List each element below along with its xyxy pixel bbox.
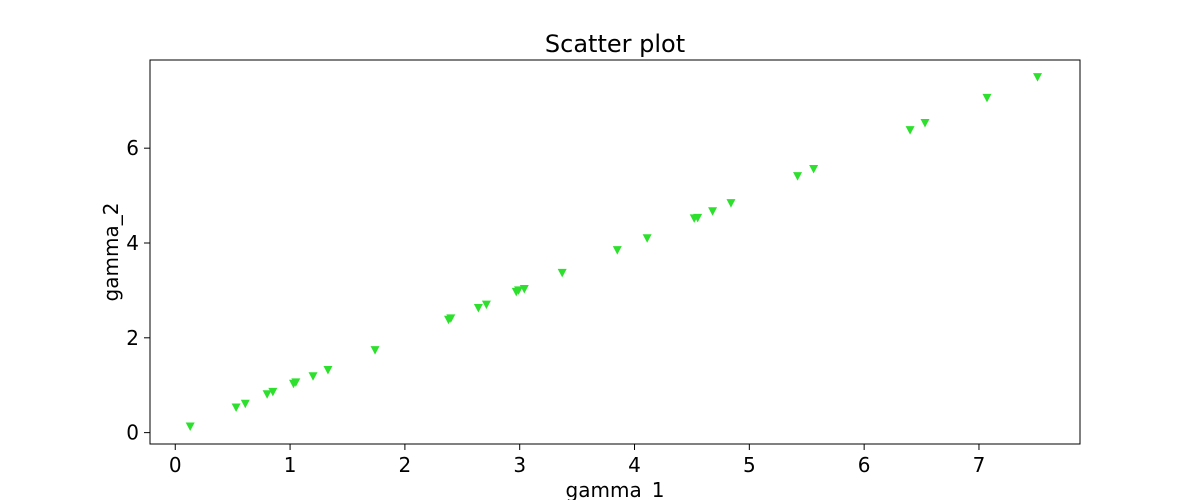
scatter-point [557, 268, 567, 278]
scatter-point [726, 199, 736, 208]
x-axis-label: gamma_1 [566, 478, 665, 500]
scatter-point [268, 387, 278, 397]
scatter-point [240, 399, 250, 409]
x-tick-label: 2 [399, 453, 412, 477]
x-tick-label: 7 [973, 453, 986, 477]
scatter-point [308, 372, 318, 381]
x-tick-label: 4 [628, 453, 641, 477]
scatter-point [920, 119, 930, 128]
chart-title: Scatter plot [545, 30, 685, 58]
scatter-point [905, 126, 915, 135]
x-axis: 0 1 2 3 4 5 6 7 [169, 444, 985, 477]
x-tick-label: 6 [858, 453, 871, 477]
y-axis: 0 2 4 6 [126, 136, 150, 445]
y-tick-label: 6 [126, 136, 139, 160]
scatter-point [693, 213, 703, 223]
x-tick-label: 3 [513, 453, 526, 477]
scatter-point [446, 314, 456, 323]
scatter-point [231, 403, 241, 412]
y-tick-label: 4 [126, 231, 139, 255]
scatter-point [708, 207, 718, 216]
scatter-point [473, 303, 483, 313]
scatter-point [514, 286, 524, 295]
scatter-point [481, 300, 491, 310]
scatter-point [793, 172, 803, 181]
scatter-point [291, 378, 301, 387]
x-tick-label: 5 [743, 453, 756, 477]
y-tick-label: 2 [126, 326, 139, 350]
scatter-point [1033, 73, 1043, 82]
scatter-point [642, 234, 652, 243]
scatter-point [370, 346, 380, 355]
y-tick-label: 0 [126, 421, 139, 445]
scatter-point [185, 422, 195, 431]
scatter-points [185, 73, 1043, 431]
scatter-point [612, 246, 622, 255]
x-tick-label: 0 [169, 453, 182, 477]
scatter-point [323, 366, 333, 375]
scatter-point [809, 165, 819, 174]
scatter-point [982, 93, 992, 103]
plot-frame [149, 59, 1081, 445]
x-tick-label: 1 [284, 453, 297, 477]
scatter-point [519, 284, 529, 294]
scatter-point [262, 390, 272, 399]
y-axis-label: gamma_2 [99, 203, 123, 302]
